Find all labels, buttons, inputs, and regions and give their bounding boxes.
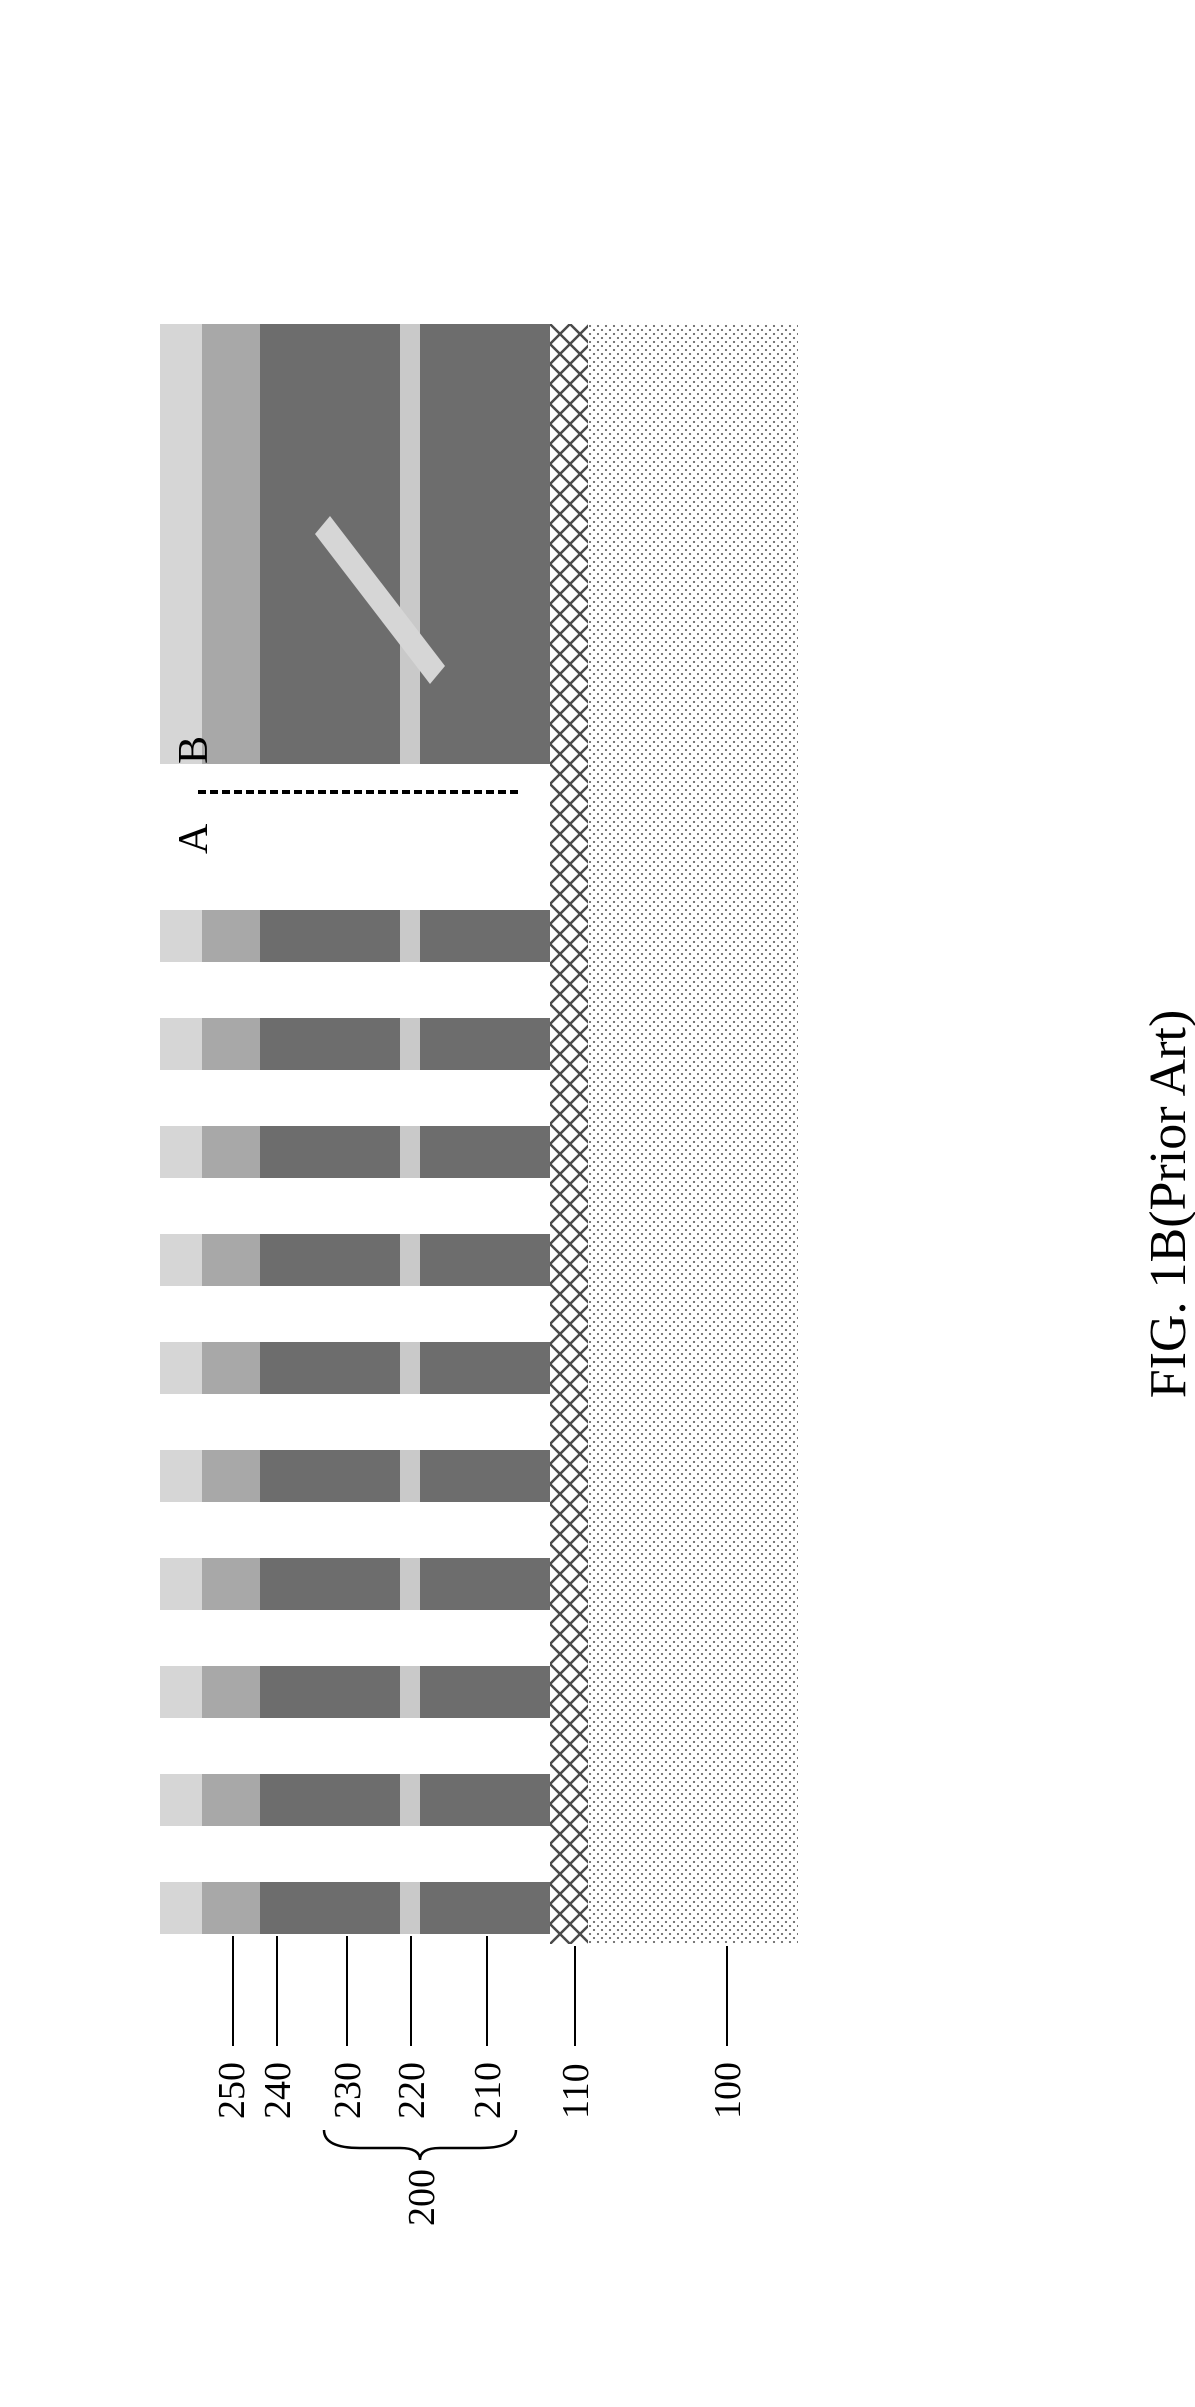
region-b-block (160, 324, 550, 764)
layer-220 (400, 1774, 420, 1826)
label-230: 230 (326, 2062, 370, 2119)
pillar-a (160, 1342, 550, 1394)
layer-210 (420, 1558, 550, 1610)
slant-gap (160, 324, 550, 764)
layer-210 (420, 1774, 550, 1826)
layer-210 (420, 1126, 550, 1178)
label-110: 110 (554, 2063, 598, 2119)
layer-250 (160, 1666, 202, 1718)
layer-210 (420, 1450, 550, 1502)
label-a: A (170, 823, 218, 853)
layer-240 (202, 1558, 260, 1610)
leader-100 (726, 1946, 728, 2046)
leader-110 (574, 1946, 576, 2046)
band-110 (550, 324, 588, 1944)
layer-220 (400, 910, 420, 962)
pillar-a (160, 1882, 550, 1934)
layer-250 (160, 1774, 202, 1826)
leader-230 (346, 1936, 348, 2046)
figure-caption: FIG. 1B(Prior Art) (1139, 1009, 1195, 1398)
layer-250 (160, 910, 202, 962)
layer-210 (420, 1018, 550, 1070)
diagram: A B (158, 324, 798, 1944)
layer-220 (400, 1666, 420, 1718)
label-240: 240 (256, 2062, 300, 2119)
leader-210 (486, 1936, 488, 2046)
layer-250 (160, 1450, 202, 1502)
layer-250 (160, 1126, 202, 1178)
label-200: 200 (400, 2169, 444, 2226)
stacks (160, 324, 550, 1944)
page: A B 250 240 230 220 210 110 100 200 (0, 0, 1195, 2407)
layer-210 (420, 1882, 550, 1934)
layer-240 (202, 1342, 260, 1394)
layer-250 (160, 1234, 202, 1286)
layer-230 (260, 1450, 400, 1502)
pillar-a (160, 910, 550, 962)
leader-240 (276, 1936, 278, 2046)
layer-210 (420, 1666, 550, 1718)
ab-divider (198, 790, 518, 794)
pillar-a (160, 1450, 550, 1502)
layer-210 (420, 1234, 550, 1286)
substrate-100 (588, 324, 798, 1944)
layer-220 (400, 1450, 420, 1502)
layer-240 (202, 910, 260, 962)
label-250: 250 (210, 2062, 254, 2119)
layer-230 (260, 1558, 400, 1610)
label-b: B (170, 735, 218, 763)
layer-220 (400, 1558, 420, 1610)
layer-220 (400, 1882, 420, 1934)
layer-220 (400, 1018, 420, 1070)
layer-230 (260, 1234, 400, 1286)
layer-250 (160, 1018, 202, 1070)
label-210: 210 (466, 2062, 510, 2119)
layer-250 (160, 1882, 202, 1934)
layer-230 (260, 1342, 400, 1394)
layer-250 (160, 1558, 202, 1610)
layer-230 (260, 1774, 400, 1826)
layer-240 (202, 1126, 260, 1178)
label-220: 220 (390, 2062, 434, 2119)
layer-230 (260, 1018, 400, 1070)
layer-240 (202, 1018, 260, 1070)
layer-240 (202, 1882, 260, 1934)
layer-210 (420, 1342, 550, 1394)
brace-200 (320, 2122, 520, 2162)
pillar-a (160, 1666, 550, 1718)
layer-220 (400, 1342, 420, 1394)
pillar-a (160, 1126, 550, 1178)
layer-220 (400, 1234, 420, 1286)
pillar-a (160, 1234, 550, 1286)
layer-250 (160, 1342, 202, 1394)
layer-220 (400, 1126, 420, 1178)
layer-230 (260, 1666, 400, 1718)
layer-210 (420, 910, 550, 962)
layer-240 (202, 1234, 260, 1286)
leader-220 (410, 1936, 412, 2046)
layer-230 (260, 1126, 400, 1178)
layer-240 (202, 1666, 260, 1718)
layer-240 (202, 1450, 260, 1502)
leader-250 (232, 1936, 234, 2046)
rotated-wrapper: A B 250 240 230 220 210 110 100 200 (98, 204, 1098, 2204)
layer-230 (260, 910, 400, 962)
pillar-a (160, 1018, 550, 1070)
layer-230 (260, 1882, 400, 1934)
label-100: 100 (706, 2062, 750, 2119)
figure-canvas: A B 250 240 230 220 210 110 100 200 (98, 204, 1098, 2204)
pillar-a (160, 1774, 550, 1826)
layer-240 (202, 1774, 260, 1826)
pillar-a (160, 1558, 550, 1610)
